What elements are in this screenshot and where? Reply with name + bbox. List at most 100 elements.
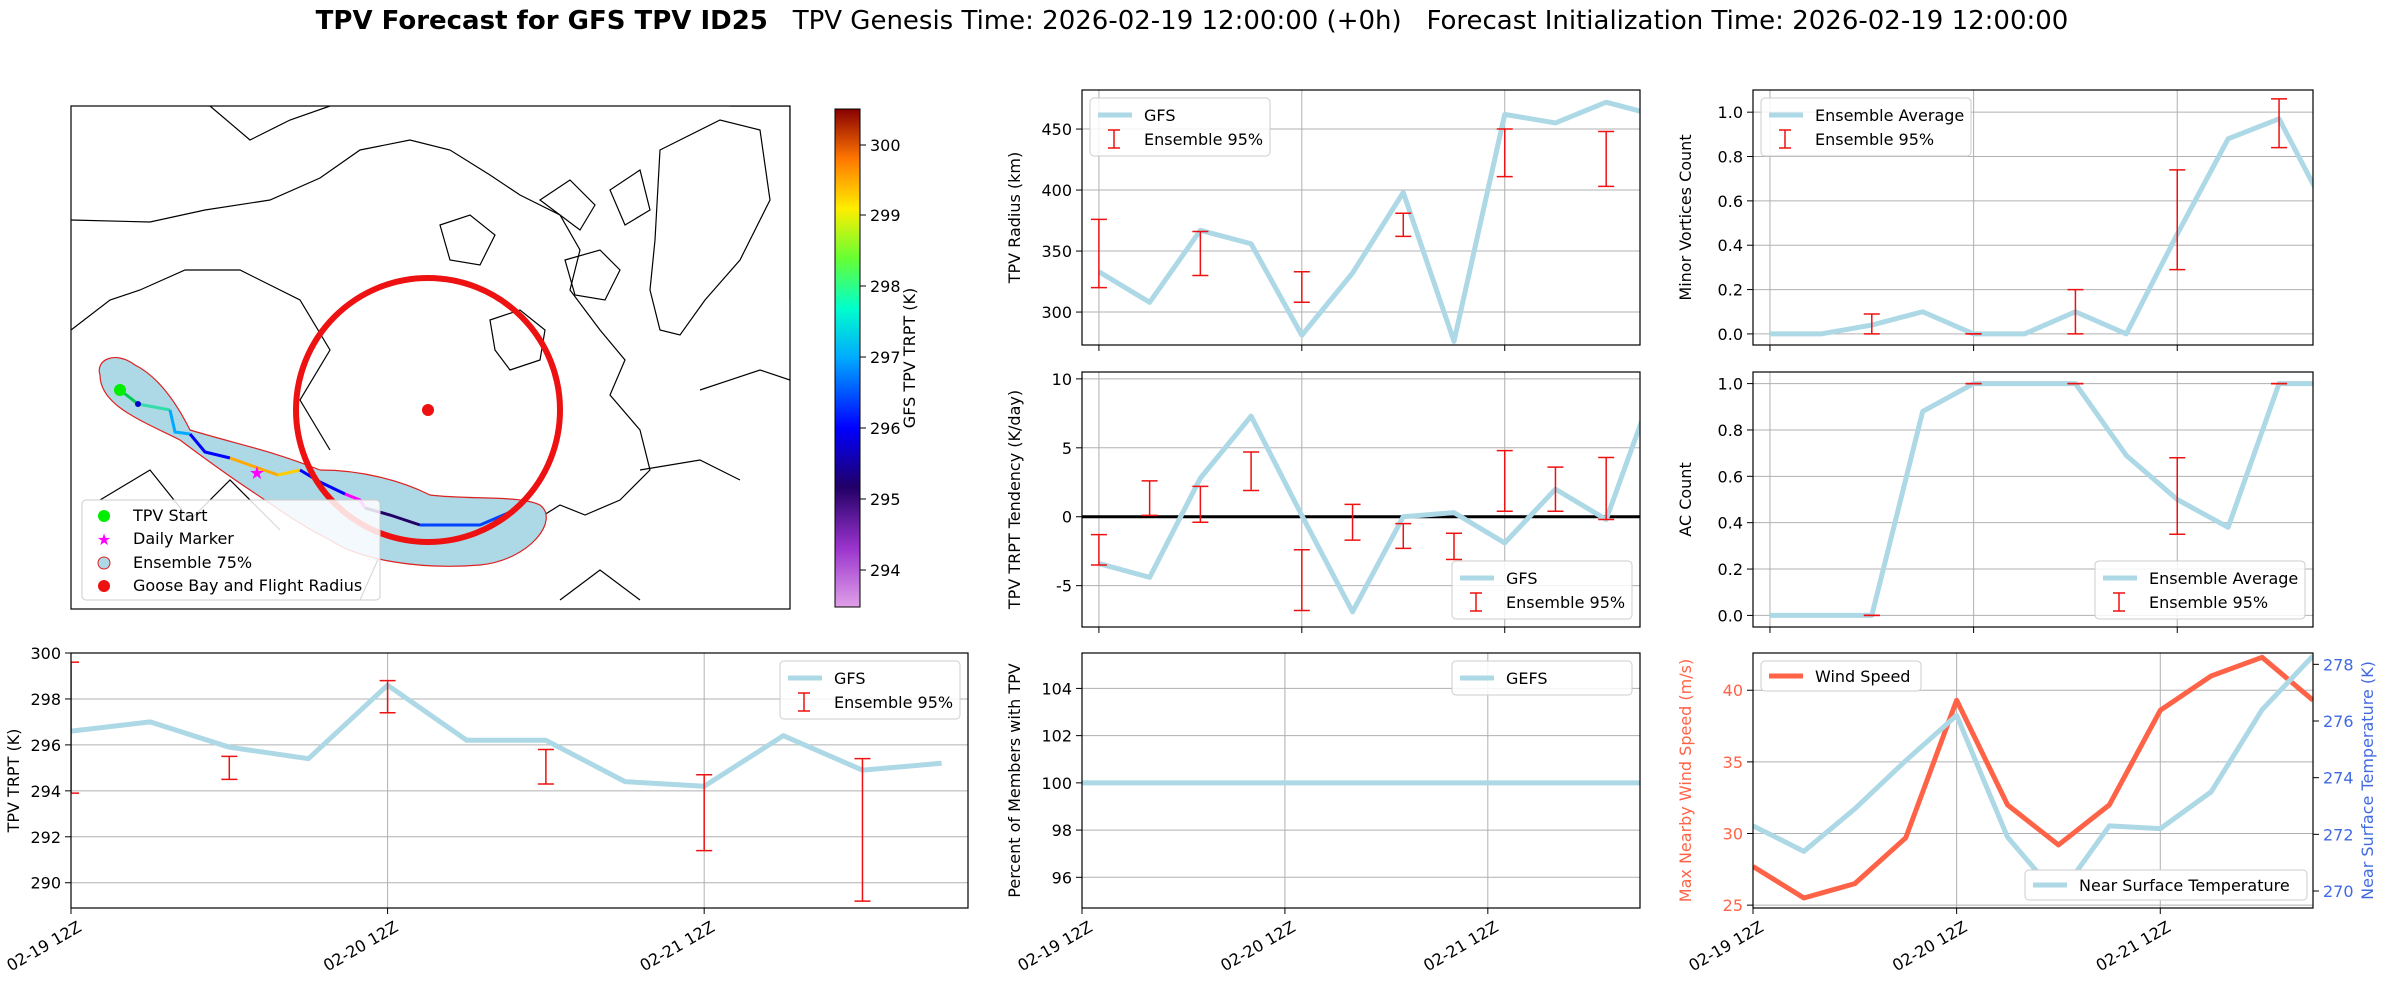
- legend-ensemble-label: Ensemble 75%: [133, 553, 252, 572]
- track-point: [135, 401, 141, 407]
- y-tick-label: 102: [1041, 727, 1072, 746]
- legend-label: Ensemble 95%: [1815, 130, 1934, 149]
- x-tick-label: 02-21 12Z: [1420, 917, 1501, 975]
- y-tick-label: 40: [1723, 681, 1743, 700]
- legend-box: [2094, 560, 2306, 620]
- x-tick-label: 02-19 12Z: [3, 917, 84, 975]
- title-bold: TPV Forecast for GFS TPV ID25: [315, 6, 768, 36]
- y-tick-label: 0.6: [1718, 192, 1743, 211]
- chart-wind: 02-19 12Z 02-20 12Z 02-21 12Z 25 30 35 40 270 27…: [1676, 652, 2377, 975]
- cb-tick-300: 300: [870, 136, 901, 155]
- legend-radius: GFS Ensemble 95%: [1089, 97, 1271, 157]
- y-tick-label: 1.0: [1718, 103, 1743, 122]
- y-tick-label: 0.4: [1718, 514, 1743, 533]
- series-group: [1753, 654, 2313, 901]
- y-tick-label: 0.4: [1718, 236, 1743, 255]
- legend-radius-label: Goose Bay and Flight Radius: [133, 576, 362, 595]
- legend-label: Ensemble Average: [2149, 569, 2298, 588]
- y-tick-label: 0.8: [1718, 421, 1743, 440]
- legend-box: [1451, 660, 1633, 696]
- axes-frame: [1752, 89, 2314, 346]
- legend-label: GEFS: [1506, 669, 1548, 688]
- chart-ac: 0.0 0.2 0.4 0.6 0.8 1.0 AC Count Ensemble Avera…: [1676, 371, 2314, 633]
- y-tick-label: 104: [1041, 679, 1072, 698]
- x-tick-label: 02-21 12Z: [637, 917, 718, 975]
- axes-frame: [1081, 89, 1641, 346]
- y2-tick-label: 272: [2323, 825, 2354, 844]
- cb-tick-295: 295: [870, 490, 901, 509]
- legend-minor: Ensemble Average Ensemble 95%: [1760, 97, 1972, 157]
- y-axis-label: TPV TRPT (K): [4, 729, 23, 834]
- y-tick-label: 290: [30, 874, 61, 893]
- colorbar: 300 299 298 297 296 295 294 GFS TPV TRPT…: [834, 108, 919, 608]
- chart-tendency: -5 0 5 10 TPV TRPT Tendency (K/day) GFS Ensemb…: [1005, 370, 1641, 633]
- flight-radius-circle: [293, 275, 563, 545]
- y-tick-label: 298: [30, 690, 61, 709]
- y2-axis-label: Near Surface Temperature (K): [2358, 661, 2377, 900]
- legend-box: [1451, 560, 1633, 620]
- x-tick-label: 02-20 12Z: [1889, 917, 1970, 975]
- cb-tick-298: 298: [870, 277, 901, 296]
- series-line-gfs: [71, 682, 942, 789]
- legend-label: GFS: [834, 669, 865, 688]
- series-group: [71, 661, 942, 902]
- y-axis-label: TPV Radius (km): [1005, 152, 1024, 285]
- y-tick-label: 100: [1041, 774, 1072, 793]
- y2-tick-label: 274: [2323, 769, 2354, 788]
- y-tick-label: 292: [30, 828, 61, 847]
- legend-box: [1760, 97, 1972, 157]
- tpv-start-dot: [114, 384, 126, 396]
- legend-label: GFS: [1144, 106, 1175, 125]
- axes-frame: [1081, 371, 1641, 628]
- series-line-ensemble-average: [1769, 116, 2313, 337]
- y2-tick-label: 276: [2323, 712, 2354, 731]
- y-tick-label: 400: [1041, 181, 1072, 200]
- series-group: [1090, 99, 1640, 344]
- y-tick-label: 5: [1062, 439, 1072, 458]
- y-tick-label: 294: [30, 782, 61, 801]
- y-axis-label: Max Nearby Wind Speed (m/s): [1676, 659, 1695, 902]
- chart-percent: 02-19 12Z 02-20 12Z 02-21 12Z 96 98 100 102 104…: [1005, 652, 1641, 975]
- legend-marker-label: Daily Marker: [133, 529, 234, 548]
- y-axis-label: TPV TRPT Tendency (K/day): [1005, 390, 1024, 610]
- legend-percent: GEFS: [1451, 660, 1633, 696]
- y-tick-label: 0.6: [1718, 467, 1743, 486]
- y-tick-label: 300: [30, 644, 61, 663]
- legend-label: Ensemble Average: [1815, 106, 1964, 125]
- legend-start-label: TPV Start: [132, 506, 208, 525]
- axes-frame: [70, 652, 969, 909]
- y-tick-label: 25: [1723, 896, 1743, 915]
- chart-radius: 300 350 400 450 TPV Radius (km) GFS Ensemble 9…: [1005, 89, 1641, 351]
- y2-tick-label: 270: [2323, 882, 2354, 901]
- page-title: TPV Forecast for GFS TPV ID25 TPV Genesi…: [0, 6, 2384, 36]
- legend-label: Near Surface Temperature: [2079, 876, 2290, 895]
- y-tick-label: 30: [1723, 825, 1743, 844]
- y-tick-label: 296: [30, 736, 61, 755]
- y-tick-label: 1.0: [1718, 375, 1743, 394]
- legend-wind: Wind Speed Near Surface Temperature: [1760, 660, 2308, 901]
- y-tick-label: 300: [1041, 303, 1072, 322]
- map-frame: [70, 105, 791, 610]
- axes-frame: [1752, 652, 2314, 909]
- axes-frame: [1081, 652, 1641, 909]
- legend-box: [1760, 660, 1922, 692]
- goose-bay-dot: [422, 404, 434, 416]
- legend-ac: Ensemble Average Ensemble 95%: [2094, 560, 2306, 620]
- legend-label: Ensemble 95%: [834, 693, 953, 712]
- legend-trpt: GFS Ensemble 95%: [779, 660, 961, 720]
- y-tick-label: 0: [1062, 508, 1072, 527]
- y-tick-label: 96: [1052, 868, 1072, 887]
- y-tick-label: 98: [1052, 821, 1072, 840]
- x-tick-label: 02-19 12Z: [1685, 917, 1766, 975]
- legend-box: [779, 660, 961, 720]
- y-tick-label: 0.8: [1718, 148, 1743, 167]
- series-line-gfs: [1097, 99, 1640, 344]
- legend-ellipse-icon: [97, 556, 111, 570]
- y-axis-label: AC Count: [1676, 462, 1695, 536]
- x-tick-label: 02-19 12Z: [1014, 917, 1095, 975]
- ensemble-75-region: [98, 357, 547, 567]
- map-canvas: ★: [71, 106, 790, 601]
- legend-box: [2024, 869, 2308, 901]
- series-group: [1769, 98, 2313, 337]
